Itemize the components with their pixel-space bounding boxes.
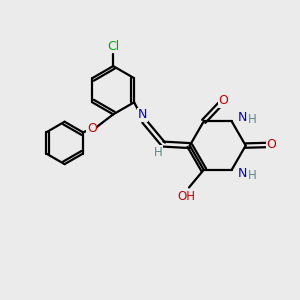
Text: O: O [218,94,228,107]
Text: Cl: Cl [107,40,119,52]
Text: H: H [154,146,162,159]
Text: N: N [238,167,248,180]
Text: O: O [87,122,97,135]
Text: N: N [138,108,147,121]
Text: H: H [248,113,257,126]
Text: H: H [248,169,257,182]
Text: N: N [238,111,248,124]
Text: O: O [267,139,277,152]
Text: OH: OH [177,190,195,203]
